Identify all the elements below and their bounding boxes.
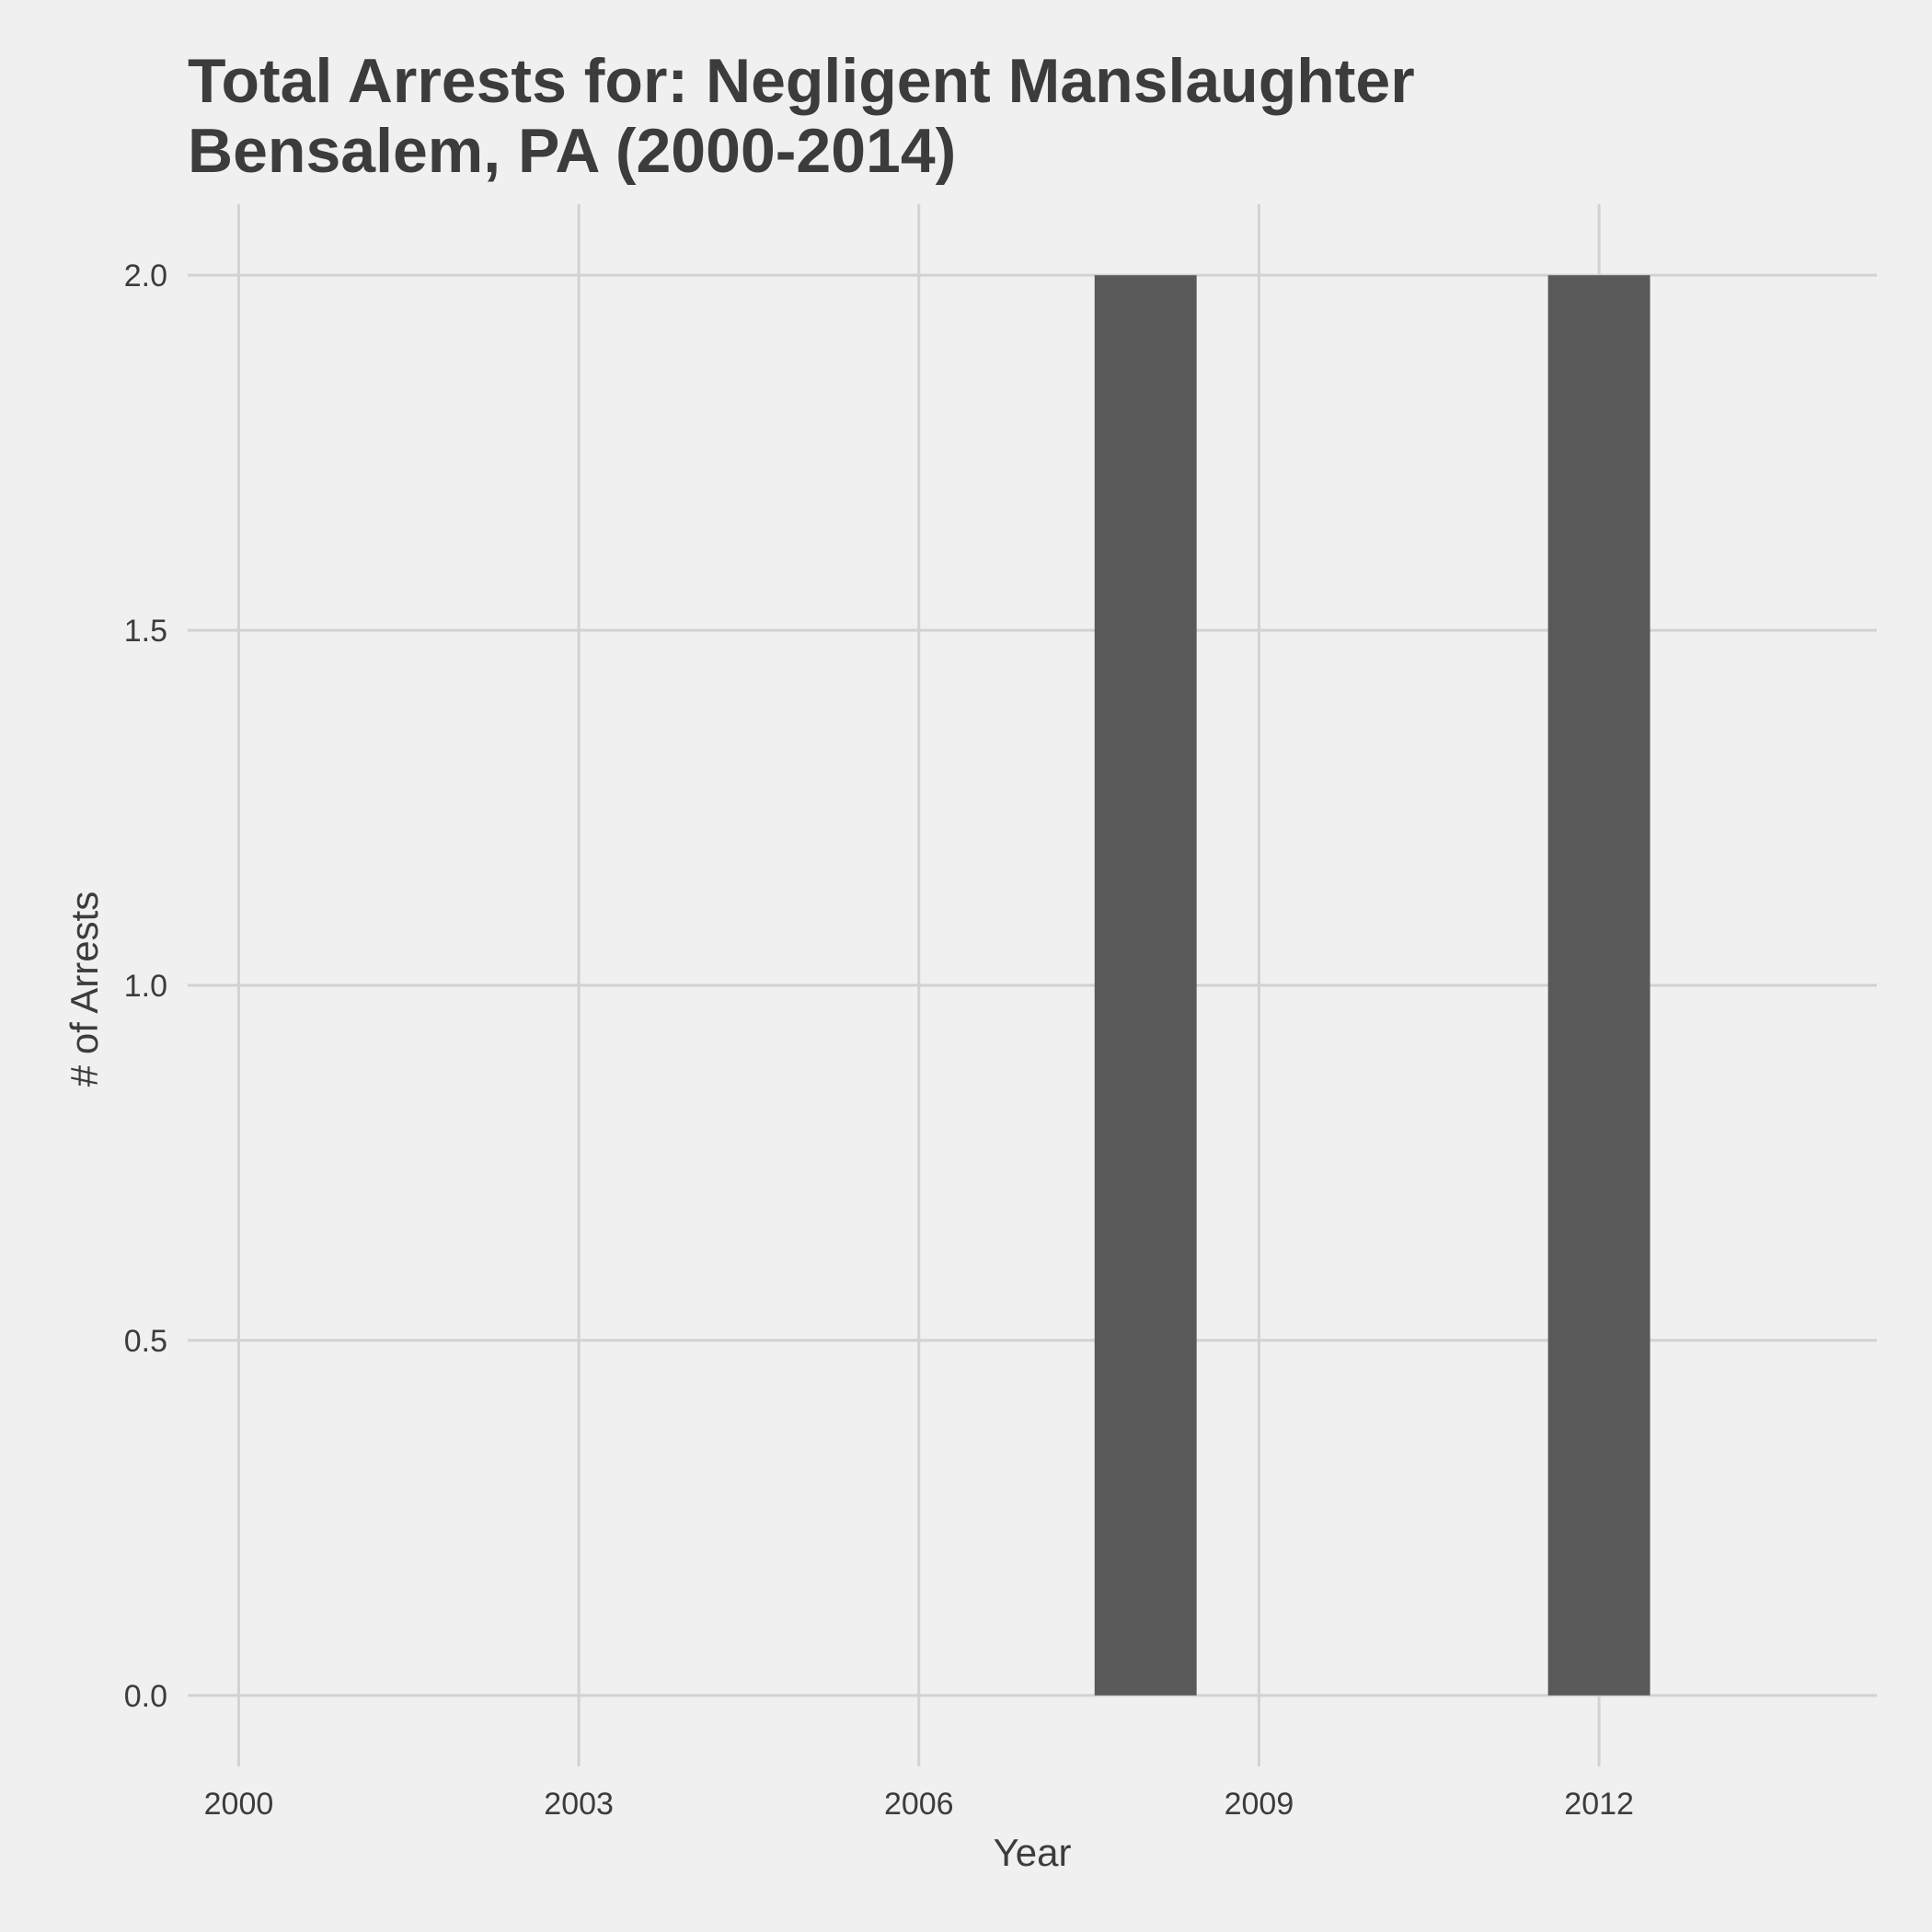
y-tick-label: 1.0: [124, 969, 167, 1004]
y-axis-ticks: 0.0 0.5 1.0 1.5 2.0: [124, 259, 167, 1714]
y-tick-label: 0.0: [124, 1679, 167, 1714]
x-tick-label: 2012: [1564, 1787, 1634, 1822]
chart-title-line-1: Total Arrests for: Negligent Manslaughte…: [188, 46, 1415, 116]
y-tick-label: 0.5: [124, 1324, 167, 1359]
y-axis-title: # of Arrests: [63, 891, 106, 1087]
x-tick-label: 2003: [544, 1787, 614, 1822]
x-axis-title: Year: [994, 1831, 1072, 1874]
x-tick-label: 2006: [884, 1787, 954, 1822]
bar-2012: [1547, 275, 1650, 1696]
y-tick-label: 2.0: [124, 259, 167, 293]
x-tick-label: 2009: [1225, 1787, 1294, 1822]
x-tick-label: 2000: [204, 1787, 274, 1822]
bars: [1094, 275, 1650, 1696]
chart-title: Total Arrests for: Negligent Manslaughte…: [188, 46, 1415, 186]
x-axis-ticks: 2000 2003 2006 2009 2012: [204, 1787, 1634, 1822]
chart-subtitle: Bensalem, PA (2000-2014): [188, 116, 957, 186]
y-tick-label: 1.5: [124, 614, 167, 649]
bar-2008: [1094, 275, 1197, 1696]
